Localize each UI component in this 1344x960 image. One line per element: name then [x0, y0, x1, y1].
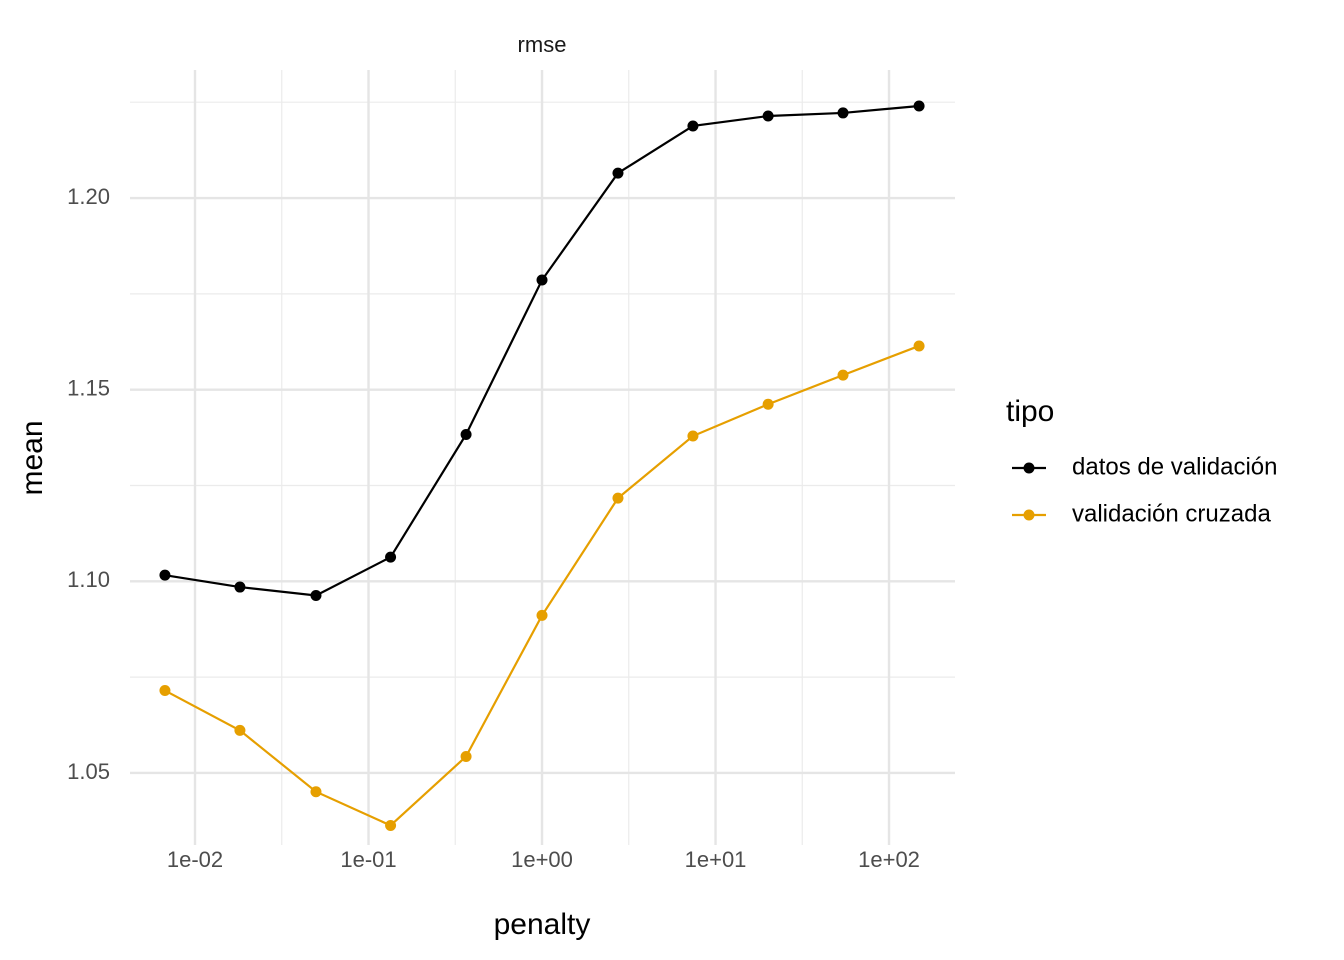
- point: [234, 581, 246, 593]
- point: [687, 120, 699, 132]
- point: [385, 551, 397, 563]
- x-tick-label: 1e+01: [685, 847, 747, 872]
- point: [913, 100, 925, 112]
- point: [460, 429, 472, 441]
- point: [234, 724, 246, 736]
- point: [762, 110, 774, 122]
- y-tick-label: 1.15: [67, 375, 110, 400]
- x-axis-label: penalty: [494, 908, 591, 941]
- point: [310, 589, 322, 601]
- point: [310, 786, 322, 798]
- legend-key-point: [1023, 509, 1035, 521]
- point: [612, 167, 624, 179]
- point: [913, 340, 925, 352]
- y-tick-label: 1.10: [67, 567, 110, 592]
- x-tick-label: 1e-02: [167, 847, 223, 872]
- legend-title: tipo: [1006, 395, 1054, 428]
- point: [159, 685, 171, 697]
- point: [385, 819, 397, 831]
- point: [837, 369, 849, 381]
- point: [687, 430, 699, 442]
- legend-label: validación cruzada: [1072, 500, 1271, 527]
- y-tick-label: 1.20: [67, 184, 110, 209]
- point: [612, 492, 624, 504]
- legend-key-point: [1023, 462, 1035, 474]
- point: [536, 274, 548, 286]
- point: [762, 398, 774, 410]
- x-tick-label: 1e+00: [511, 847, 573, 872]
- facet-title: rmse: [518, 32, 567, 57]
- point: [536, 609, 548, 621]
- point: [159, 569, 171, 581]
- legend-label: datos de validación: [1072, 453, 1277, 480]
- y-axis-label: mean: [16, 420, 49, 495]
- y-tick-label: 1.05: [67, 759, 110, 784]
- point: [460, 750, 472, 762]
- point: [837, 107, 849, 119]
- x-tick-label: 1e-01: [340, 847, 396, 872]
- x-tick-label: 1e+02: [858, 847, 920, 872]
